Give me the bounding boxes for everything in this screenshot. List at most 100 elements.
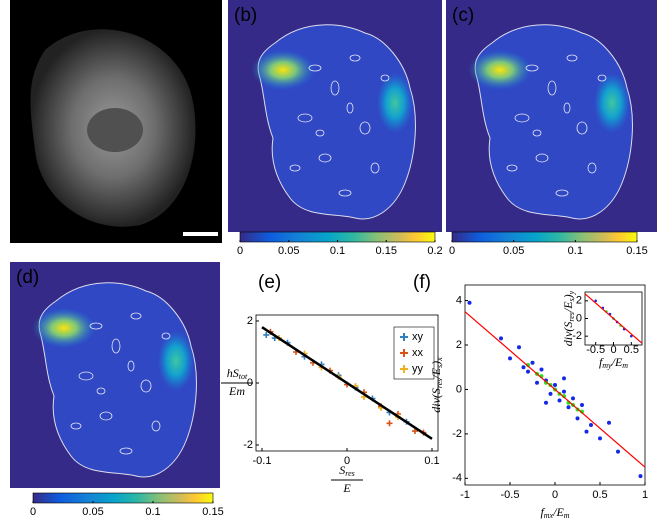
point — [386, 420, 393, 427]
colorbar-tick-label: 0.15 — [626, 245, 647, 257]
text: ) — [561, 294, 575, 299]
point — [535, 380, 539, 385]
text: f — [540, 505, 545, 519]
x-tick-label: 1 — [642, 489, 648, 501]
colorbar-tick-label: 0.1 — [145, 506, 160, 518]
point — [566, 405, 571, 410]
point — [530, 360, 535, 365]
point — [544, 400, 548, 405]
axis-label: fmx/Em — [540, 505, 569, 520]
subscript: s — [567, 298, 576, 301]
colorbar-tick-label: 0 — [449, 245, 455, 257]
x-tick-label: 0.1 — [424, 455, 439, 467]
x-tick-label: -0.5 — [501, 489, 520, 501]
colorbar-tick-label: 0 — [30, 506, 36, 518]
legend-label: xy — [412, 331, 424, 343]
point — [575, 416, 580, 421]
x-tick-label: 0.5 — [624, 344, 639, 356]
panel-label: (b) — [234, 5, 257, 26]
y-tick-label: -2 — [243, 439, 253, 451]
point — [508, 356, 512, 361]
legend-marker — [400, 365, 408, 373]
point — [553, 383, 557, 387]
text: hS — [227, 366, 239, 380]
subscript: m — [564, 511, 570, 520]
y-tick-label: 2 — [247, 315, 253, 327]
panel-label: (e) — [258, 272, 281, 293]
point — [263, 331, 270, 338]
colorbar-tick-label: 0 — [237, 245, 243, 257]
colorbar-tick-label: 0.1 — [330, 245, 345, 257]
text: Em — [228, 384, 245, 398]
y-tick-label: -4 — [452, 472, 462, 484]
fit-line — [464, 311, 646, 468]
point — [539, 367, 544, 372]
colorbar-tick-label: 0.15 — [376, 245, 397, 257]
panel-label: (c) — [452, 5, 474, 26]
y-tick-label: 4 — [456, 294, 462, 306]
subscript: res — [345, 469, 354, 478]
point — [548, 391, 553, 396]
text: /E — [561, 301, 575, 313]
fit-line — [584, 293, 643, 344]
text: ) — [429, 361, 443, 366]
point — [607, 420, 611, 425]
axis-label: div(Sres/Es)y — [561, 290, 576, 346]
subscript: my — [602, 361, 612, 370]
axis-label: Sres — [339, 463, 354, 478]
text: S — [339, 463, 345, 477]
point — [589, 423, 593, 427]
x-tick-label: 0 — [552, 489, 558, 501]
legend-marker — [400, 349, 408, 357]
point — [584, 429, 589, 434]
subscript: tot — [239, 372, 248, 381]
subscript: res — [435, 379, 444, 388]
point — [616, 449, 620, 454]
colorbar-tick-label: 0.05 — [278, 245, 299, 257]
legend-marker — [400, 333, 408, 341]
colorbar — [451, 231, 638, 243]
subscript: s — [435, 365, 444, 368]
point — [562, 376, 566, 381]
point — [557, 398, 562, 403]
text: f — [599, 355, 604, 369]
point — [521, 365, 526, 370]
y-tick-label: 0 — [576, 312, 582, 324]
scale-bar — [183, 232, 218, 236]
text: /E — [611, 355, 623, 369]
x-tick-label: 0 — [344, 455, 350, 467]
legend-label: yy — [412, 363, 424, 375]
text: /E — [429, 367, 443, 379]
y-tick-label: 0 — [456, 383, 462, 395]
subscript: m — [622, 361, 628, 370]
text: div(S — [429, 388, 443, 413]
point — [467, 300, 472, 305]
x-tick-label: 0 — [610, 344, 616, 356]
x-tick-label: 0.5 — [592, 489, 607, 501]
y-tick-label: -2 — [452, 428, 462, 440]
colorbar-tick-label: 0.05 — [503, 245, 524, 257]
axis-label: div(Sres/Es)x — [429, 357, 444, 413]
point — [630, 334, 633, 338]
subscript: y — [567, 290, 576, 295]
axis-label: hStot — [227, 366, 248, 381]
y-tick-label: 2 — [576, 295, 582, 307]
x-tick-label: -0.1 — [253, 455, 272, 467]
point — [598, 436, 602, 441]
y-tick-label: -2 — [572, 330, 582, 342]
point — [580, 403, 584, 407]
axis-label: fmy/Em — [599, 355, 628, 370]
nucleus — [87, 108, 143, 152]
text: div(S — [561, 322, 575, 347]
point — [638, 474, 643, 479]
point — [562, 389, 566, 394]
panel-label: (f) — [413, 272, 431, 293]
panel-label: (d) — [16, 267, 39, 288]
text: /E — [552, 505, 564, 519]
text: E — [342, 481, 351, 495]
y-tick-label: 2 — [456, 339, 462, 351]
colorbar — [32, 492, 214, 504]
x-tick-label: -1 — [460, 489, 470, 501]
